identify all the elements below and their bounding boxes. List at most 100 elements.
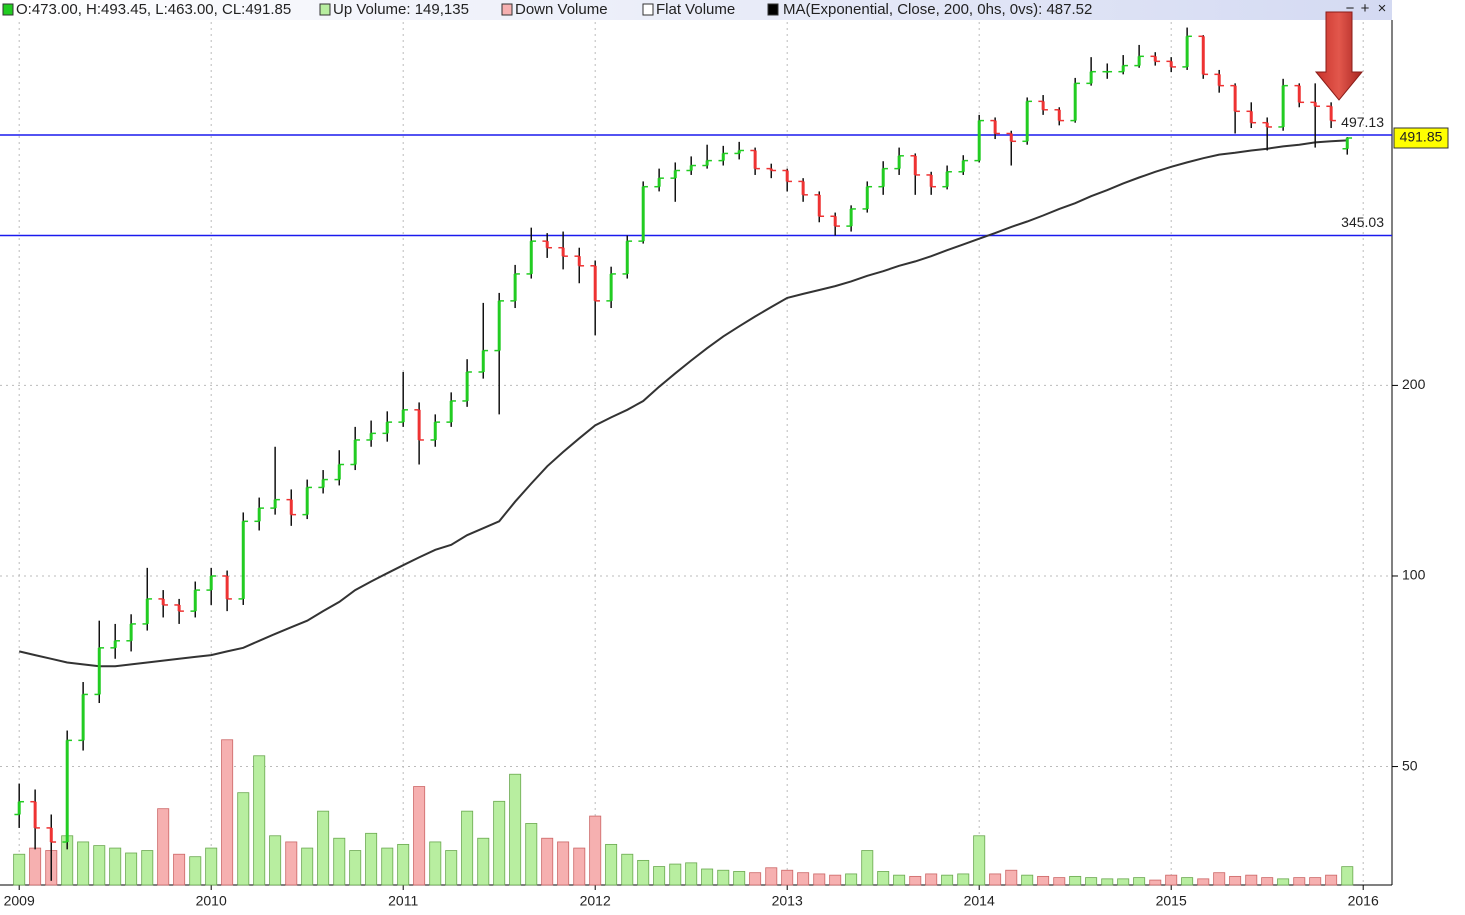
y-tick-label: 200 [1402,376,1426,392]
volume-bar [301,847,314,886]
volume-bar [237,792,250,886]
volume-bar [845,873,858,886]
bar-body [977,120,981,161]
control-minimize[interactable]: − [1346,0,1355,17]
volume-bar [157,808,170,886]
header-flat-volume: Flat Volume [656,1,735,18]
bar-body [689,165,693,171]
bar-body [1025,101,1029,142]
volume-bar [1085,877,1098,886]
bar-body [545,241,549,248]
x-tick-label: 2010 [196,893,227,909]
bar-body [401,409,405,423]
bar-body [1281,85,1285,127]
volume-bar [397,843,410,886]
volume-bar [1021,874,1034,886]
volume-bar [589,815,602,886]
bar-body [337,464,341,480]
level-label: 497.13 [1341,114,1384,130]
bar-body [753,150,757,169]
bar-body [561,247,565,257]
x-tick-label: 2013 [772,893,803,909]
volume-bar [749,872,762,886]
volume-bar [813,873,826,886]
legend-swatch [319,3,331,16]
bar-body [817,194,821,217]
ma-line [18,139,1348,668]
volume-bar [829,874,842,886]
bar-body [433,422,437,440]
volume-bar [29,847,42,886]
bar-body [881,168,885,187]
control-close[interactable]: × [1378,0,1387,17]
header-down-volume: Down Volume [515,1,608,18]
volume-bar [1277,878,1290,886]
bar-body [257,508,261,522]
volume-bar [93,845,106,886]
volume-bar [77,841,90,886]
volume-bar [973,835,986,886]
volume-bar [1213,872,1226,886]
volume-bar [877,871,890,886]
bar-body [737,150,741,154]
volume-bar [573,847,586,886]
volume-bar [445,850,458,886]
volume-bar [141,850,154,886]
bar-body [1169,61,1173,67]
legend-swatch [767,3,779,16]
bar-body [833,216,837,227]
volume-bar [509,773,522,886]
control-maximize[interactable]: + [1361,0,1370,17]
bar-body [353,439,357,465]
volume-bar [621,853,634,886]
volume-bar [1261,877,1274,886]
bar-body [209,575,213,591]
y-tick-label: 100 [1402,567,1426,583]
bar-body [417,409,421,440]
x-tick-label: 2012 [580,893,611,909]
bar-body [769,168,773,171]
volume-bar [669,863,682,886]
bar-body [801,181,805,195]
x-tick-label: 2011 [388,893,418,909]
volume-bar [717,869,730,886]
bar-body [1009,133,1013,142]
bar-body [609,273,613,301]
bar-body [145,598,149,624]
volume-bar [797,872,810,886]
volume-bar [557,841,570,886]
bar-body [673,170,677,179]
bar-body [705,160,709,166]
volume-bar [701,868,714,886]
bar-body [961,160,965,172]
bar-body [1057,109,1061,121]
volume-bar [317,810,330,886]
bar-body [1041,101,1045,110]
bar-body [465,371,469,401]
volume-bar [205,847,218,886]
volume-bar [1053,877,1066,886]
bar-body [17,801,21,815]
volume-bar [189,856,202,886]
legend-swatch [501,3,513,16]
bar-body [993,120,997,134]
bar-body [369,433,373,440]
bar-body [1249,111,1253,123]
header-up-volume: Up Volume: 149,135 [333,1,469,18]
bar-body [1153,56,1157,62]
bar-body [1329,106,1333,121]
volume-bar [333,837,346,886]
bar-body [641,186,645,242]
bar-body [1073,83,1077,121]
bar-body [97,647,101,695]
bar-body [865,186,869,209]
volume-bar [1037,875,1050,886]
volume-bar [429,841,442,886]
bar-body [1137,56,1141,66]
bar-body [321,479,325,488]
volume-bar [1293,877,1306,886]
x-tick-label: 2016 [1348,893,1379,909]
volume-bar [221,739,234,886]
volume-bar [349,850,362,886]
